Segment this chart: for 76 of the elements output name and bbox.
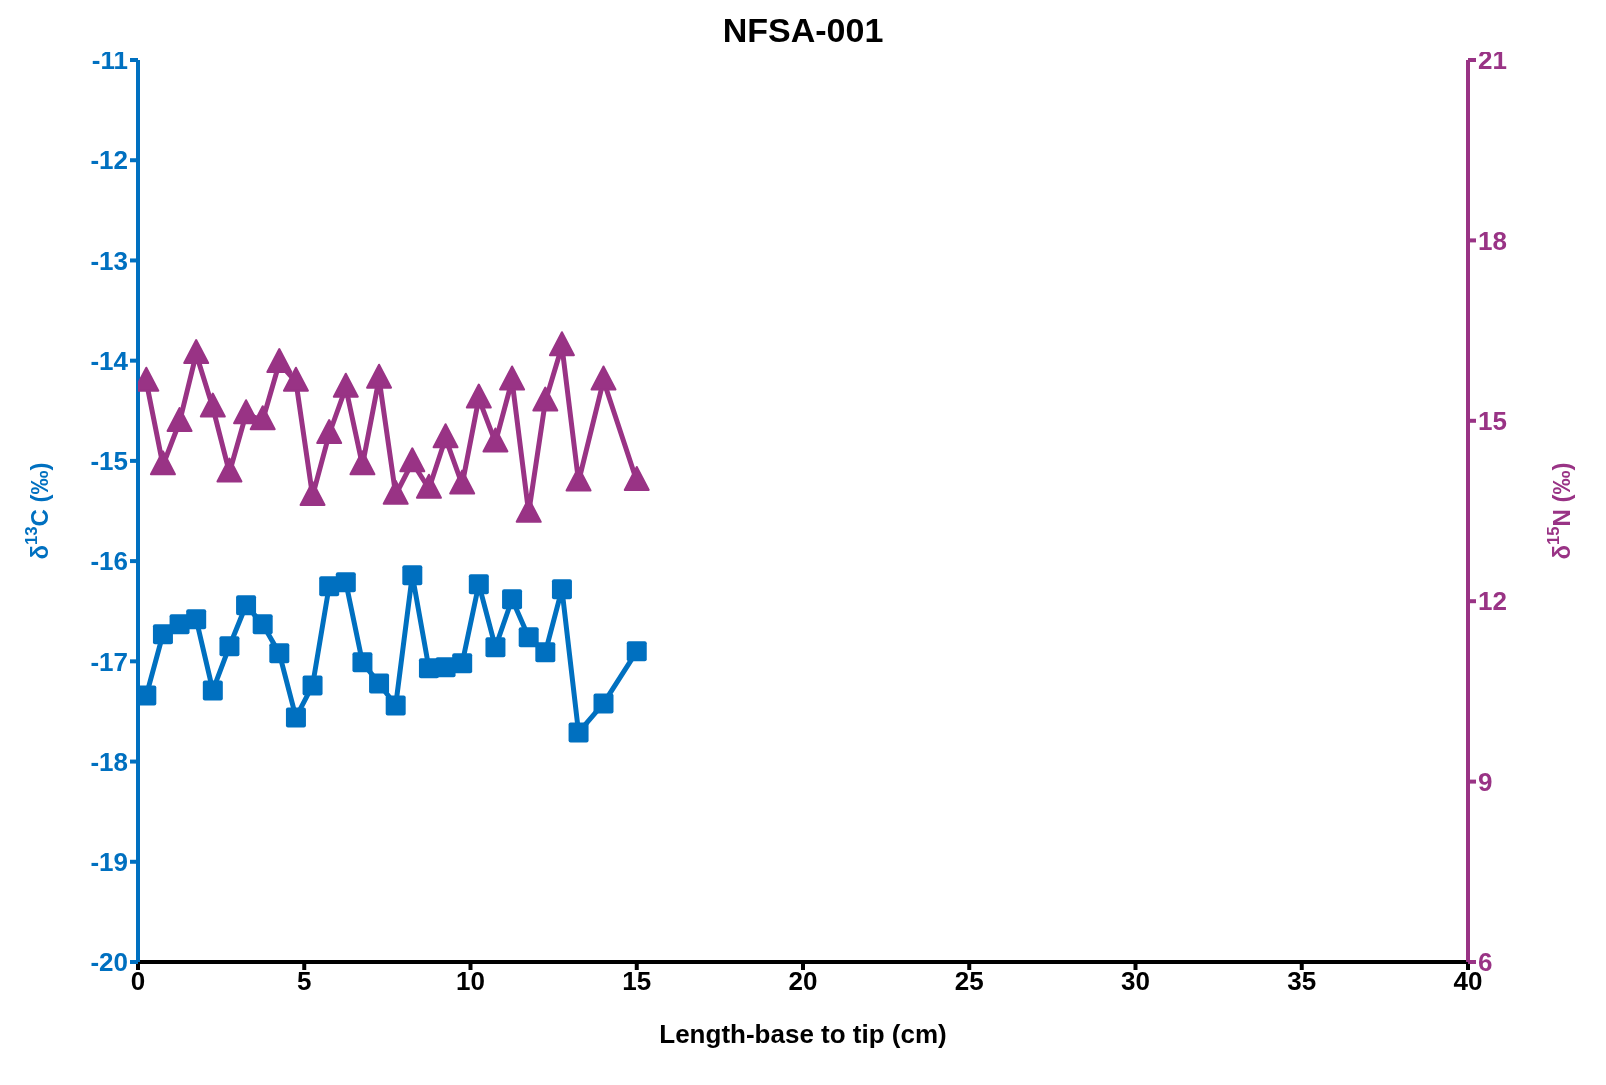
y2-tick-label: 12 [1478, 586, 1507, 617]
x-tick-label: 15 [622, 966, 652, 997]
point [252, 614, 273, 635]
y-tick-label: -11 [91, 45, 128, 76]
point [468, 574, 489, 595]
chart-title: NFSA-001 [722, 11, 884, 49]
point [565, 466, 592, 492]
point [282, 366, 309, 392]
point [452, 653, 473, 674]
y-tick-label: -13 [90, 245, 128, 276]
point [152, 624, 173, 645]
point [285, 707, 306, 728]
y2-tick-label: 18 [1478, 225, 1507, 256]
y-tick-label: -16 [90, 546, 128, 577]
point [399, 447, 426, 473]
point [593, 693, 614, 714]
y-tick-label: -14 [90, 345, 129, 376]
point [518, 627, 539, 648]
point [216, 457, 243, 483]
point [535, 642, 556, 663]
point [499, 365, 526, 391]
point [316, 419, 343, 445]
point [269, 643, 290, 664]
point [548, 331, 575, 357]
point [249, 405, 276, 431]
point [149, 450, 176, 476]
point [202, 680, 223, 701]
point [369, 673, 390, 694]
point [349, 450, 376, 476]
x-tick-label: 20 [788, 966, 818, 997]
point [183, 339, 210, 365]
x-axis-title: Length-base to tip (cm) [659, 1018, 947, 1049]
x-tick-label: 25 [954, 966, 984, 997]
point [382, 479, 409, 505]
point [465, 383, 492, 409]
point [532, 386, 559, 412]
point [352, 652, 373, 673]
point [590, 365, 617, 391]
point [551, 579, 572, 600]
point [299, 480, 326, 506]
point [366, 363, 393, 389]
point [449, 469, 476, 495]
y-tick-label: -18 [90, 746, 128, 777]
point [626, 641, 647, 662]
point [138, 685, 157, 706]
point [568, 722, 589, 743]
point [199, 392, 226, 418]
point [432, 423, 459, 449]
x-tick-label: 35 [1287, 966, 1317, 997]
point [623, 465, 650, 491]
x-tick-label: 10 [456, 966, 485, 997]
point [266, 348, 293, 374]
point [166, 407, 193, 432]
y-tick-label: -19 [90, 847, 128, 878]
point [482, 427, 509, 453]
point [332, 372, 359, 398]
y2-tick-label: 15 [1478, 406, 1507, 437]
point [186, 609, 207, 630]
y-tick-label: -12 [90, 145, 128, 176]
x-tick-label: 30 [1121, 966, 1150, 997]
x-tick-label: 0 [130, 966, 146, 997]
x-tick-label: 5 [297, 966, 312, 997]
y-tick-label: -17 [90, 646, 128, 677]
point [502, 589, 523, 610]
y-tick-label: -20 [90, 947, 128, 978]
point [402, 565, 423, 586]
y2-tick-label: 21 [1478, 45, 1507, 76]
point [219, 636, 240, 657]
y2-tick-label: 9 [1478, 766, 1493, 797]
point [302, 675, 323, 696]
point [485, 637, 506, 658]
point [335, 572, 356, 593]
point [415, 473, 442, 499]
y-tick-label: -15 [90, 446, 128, 477]
point [385, 695, 406, 716]
point [236, 595, 257, 616]
